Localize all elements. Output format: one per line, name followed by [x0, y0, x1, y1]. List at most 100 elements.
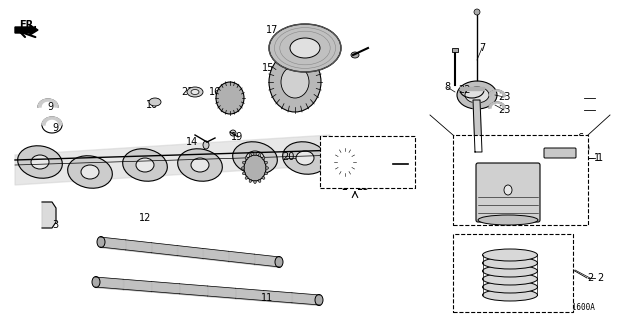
Ellipse shape: [315, 294, 323, 306]
Polygon shape: [489, 90, 505, 96]
Text: 14: 14: [186, 137, 198, 147]
Ellipse shape: [246, 151, 264, 165]
Ellipse shape: [265, 161, 268, 164]
Ellipse shape: [81, 165, 99, 179]
Text: 21: 21: [181, 87, 193, 97]
Text: FR.: FR.: [19, 20, 37, 30]
Ellipse shape: [191, 90, 199, 94]
Ellipse shape: [275, 257, 283, 268]
Ellipse shape: [31, 155, 49, 169]
Polygon shape: [15, 25, 38, 35]
Ellipse shape: [232, 142, 277, 174]
Ellipse shape: [241, 167, 244, 169]
Ellipse shape: [283, 142, 328, 174]
Text: 16: 16: [209, 87, 221, 97]
FancyBboxPatch shape: [320, 136, 415, 188]
Ellipse shape: [265, 172, 268, 175]
Ellipse shape: [216, 82, 244, 114]
Text: 17: 17: [266, 25, 278, 35]
Ellipse shape: [245, 157, 248, 159]
Ellipse shape: [92, 276, 100, 287]
Ellipse shape: [187, 87, 203, 97]
Text: 22: 22: [459, 85, 471, 95]
Ellipse shape: [269, 24, 341, 72]
Text: 23: 23: [498, 92, 510, 102]
Text: 18: 18: [324, 47, 336, 57]
Text: 11: 11: [261, 293, 273, 303]
Ellipse shape: [18, 146, 62, 178]
Ellipse shape: [191, 158, 209, 172]
Ellipse shape: [281, 66, 309, 98]
Text: 12: 12: [139, 213, 151, 223]
Ellipse shape: [478, 215, 538, 225]
Ellipse shape: [249, 180, 252, 182]
Polygon shape: [460, 87, 484, 90]
Ellipse shape: [254, 153, 256, 156]
Ellipse shape: [265, 167, 268, 169]
Ellipse shape: [269, 52, 321, 112]
Text: 13: 13: [247, 167, 259, 177]
Text: 5: 5: [555, 142, 561, 152]
Ellipse shape: [249, 154, 252, 156]
Ellipse shape: [285, 151, 295, 159]
Text: 3: 3: [52, 220, 58, 230]
Ellipse shape: [483, 257, 537, 269]
Ellipse shape: [335, 149, 355, 175]
Ellipse shape: [243, 161, 245, 164]
Text: 10: 10: [146, 100, 158, 110]
Text: E - 13: E - 13: [341, 183, 369, 192]
FancyBboxPatch shape: [452, 48, 458, 52]
Ellipse shape: [262, 177, 265, 179]
FancyBboxPatch shape: [453, 234, 573, 312]
Ellipse shape: [483, 289, 537, 301]
Text: 19: 19: [231, 132, 243, 142]
Ellipse shape: [334, 142, 346, 158]
Ellipse shape: [258, 154, 261, 156]
Ellipse shape: [369, 154, 381, 170]
Text: 1: 1: [597, 153, 603, 163]
Ellipse shape: [203, 141, 209, 149]
Ellipse shape: [254, 180, 256, 183]
Text: 6: 6: [577, 133, 583, 143]
Polygon shape: [42, 202, 56, 228]
Ellipse shape: [483, 281, 537, 293]
Ellipse shape: [483, 265, 537, 277]
Ellipse shape: [389, 161, 396, 167]
Ellipse shape: [474, 9, 480, 15]
Ellipse shape: [245, 177, 248, 179]
Text: 20: 20: [282, 152, 294, 162]
Ellipse shape: [149, 98, 161, 106]
Text: 7: 7: [479, 43, 485, 53]
Ellipse shape: [97, 236, 105, 247]
Polygon shape: [15, 135, 330, 185]
Text: 2: 2: [597, 273, 604, 283]
Ellipse shape: [123, 149, 168, 181]
Polygon shape: [38, 99, 58, 107]
Text: SR23-E1600A: SR23-E1600A: [544, 303, 595, 312]
Text: 15: 15: [262, 63, 274, 73]
FancyBboxPatch shape: [544, 148, 576, 158]
Text: 6: 6: [459, 163, 465, 173]
Ellipse shape: [351, 52, 359, 58]
Text: 9: 9: [52, 123, 58, 133]
Ellipse shape: [136, 158, 154, 172]
Text: 8: 8: [444, 82, 450, 92]
Ellipse shape: [457, 81, 497, 109]
FancyBboxPatch shape: [476, 163, 540, 222]
Ellipse shape: [296, 151, 314, 165]
FancyBboxPatch shape: [453, 135, 588, 225]
Ellipse shape: [504, 185, 512, 195]
Ellipse shape: [244, 155, 266, 181]
Ellipse shape: [67, 156, 112, 188]
Ellipse shape: [465, 87, 489, 103]
Text: 1: 1: [594, 153, 600, 163]
Ellipse shape: [230, 130, 236, 136]
Ellipse shape: [483, 273, 537, 285]
Text: 23: 23: [498, 105, 510, 115]
Ellipse shape: [258, 180, 261, 182]
Ellipse shape: [483, 249, 537, 261]
Polygon shape: [42, 117, 62, 125]
Ellipse shape: [178, 149, 222, 181]
Text: 2: 2: [587, 273, 593, 283]
Ellipse shape: [243, 172, 245, 175]
